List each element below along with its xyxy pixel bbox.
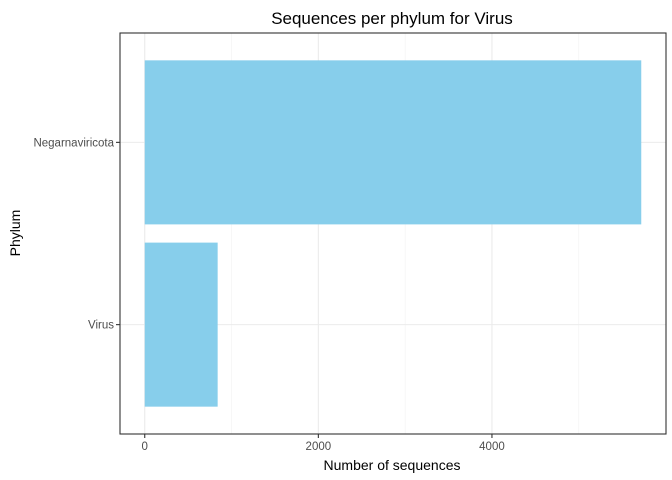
x-axis: 0 2000 4000: [142, 434, 505, 453]
x-tick-label: 4000: [479, 441, 505, 453]
bar-virus: [144, 242, 218, 407]
x-tick-label: 2000: [306, 441, 332, 453]
y-tick-label: Virus: [88, 320, 114, 332]
x-tick-label: 0: [142, 441, 148, 453]
bars: [144, 60, 642, 407]
panel-border: [119, 32, 667, 435]
x-axis-title: Number of sequences: [324, 457, 461, 473]
y-tick-label: Negarnaviricota: [33, 137, 114, 149]
chart-title: Sequences per phylum for Virus: [271, 9, 513, 28]
y-axis-title: Phylum: [7, 210, 23, 257]
y-axis: Virus Negarnaviricota: [33, 137, 120, 332]
bar-negarnaviricota: [144, 60, 642, 225]
